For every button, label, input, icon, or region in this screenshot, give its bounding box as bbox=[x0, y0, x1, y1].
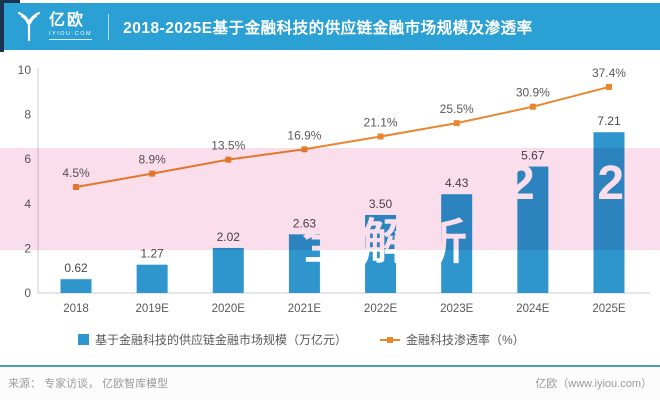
x-axis-label: 2024E bbox=[516, 303, 550, 315]
line-marker-2023E bbox=[453, 120, 460, 127]
screenshot-edge-top bbox=[0, 0, 20, 3]
logo-text: 亿欧 bbox=[49, 11, 86, 29]
line-value-label: 16.9% bbox=[287, 128, 321, 142]
bar-value-label: 0.62 bbox=[64, 261, 88, 275]
watermark-line2: 全解析 bbox=[303, 216, 478, 269]
bar-2018 bbox=[60, 279, 92, 293]
legend-bar-label: 基于金融科技的供应链金融市场规模（万亿元） bbox=[95, 333, 348, 347]
footer-divider bbox=[0, 365, 660, 367]
legend-item-penetration: 金融科技渗透率（%） bbox=[380, 331, 525, 348]
line-value-label: 13.5% bbox=[211, 139, 245, 153]
line-marker-2024E bbox=[529, 103, 536, 110]
x-axis-label: 2025E bbox=[592, 303, 626, 315]
legend-line-label: 金融科技渗透率（%） bbox=[406, 333, 525, 347]
x-axis-label: 2021E bbox=[288, 303, 322, 315]
legend-item-market-size: 基于金融科技的供应链金融市场规模（万亿元） bbox=[78, 331, 347, 348]
line-value-label: 8.9% bbox=[138, 153, 166, 167]
x-axis-label: 2018 bbox=[63, 303, 89, 315]
chart-title: 2018-2025E基于金融科技的供应链金融市场规模及渗透率 bbox=[123, 19, 533, 37]
x-axis-label: 2019E bbox=[136, 303, 170, 315]
bar-2019E bbox=[136, 264, 168, 293]
line-marker-2018 bbox=[73, 184, 79, 191]
line-marker-2022E bbox=[377, 133, 384, 140]
legend-line-swatch bbox=[380, 334, 400, 345]
bar-value-label: 1.27 bbox=[140, 247, 164, 261]
line-value-label: 25.5% bbox=[440, 102, 474, 116]
footer-bar: 来源： 专家访谈， 亿欧智库模型 亿欧（www.iyiou.com） bbox=[0, 367, 660, 400]
y-tick-label: 10 bbox=[18, 63, 32, 77]
bar-2020E bbox=[212, 247, 244, 293]
bar-value-label: 2.02 bbox=[217, 230, 241, 244]
header-bar: 亿欧 IYIOU·COM 2018-2025E基于金融科技的供应链金融市场规模及… bbox=[0, 3, 660, 50]
x-axis-label: 2023E bbox=[440, 303, 474, 315]
header-divider bbox=[108, 13, 110, 40]
screenshot-edge-left bbox=[0, 0, 4, 52]
iyiou-logo: 亿欧 IYIOU·COM bbox=[14, 11, 93, 43]
y-tick-label: 0 bbox=[24, 286, 31, 300]
x-axis-label: 2020E bbox=[212, 303, 246, 315]
y-tick-label: 2 bbox=[24, 241, 31, 255]
line-marker-2025E bbox=[605, 83, 612, 90]
line-marker-2019E bbox=[149, 170, 156, 177]
line-marker-2020E bbox=[225, 156, 232, 163]
line-marker-2021E bbox=[301, 146, 308, 153]
legend-bar-swatch bbox=[78, 334, 89, 345]
line-value-label: 37.4% bbox=[592, 66, 626, 80]
watermark-line1: 202 bbox=[508, 157, 643, 210]
source-note: 来源： 专家访谈， 亿欧智库模型 bbox=[8, 378, 169, 390]
credit-note: 亿欧（www.iyiou.com） bbox=[535, 378, 652, 390]
bar-value-label: 7.21 bbox=[597, 114, 621, 128]
x-axis-label: 2022E bbox=[364, 303, 398, 315]
y-tick-label: 6 bbox=[24, 152, 31, 166]
line-value-label: 30.9% bbox=[516, 86, 550, 100]
y-tick-label: 4 bbox=[24, 197, 31, 211]
line-value-label: 21.1% bbox=[364, 116, 398, 130]
iyiou-logo-icon bbox=[14, 11, 44, 43]
logo-subtext: IYIOU·COM bbox=[49, 31, 93, 41]
bar-value-label: 4.43 bbox=[445, 176, 469, 190]
y-tick-label: 8 bbox=[24, 108, 31, 122]
line-value-label: 4.5% bbox=[62, 166, 90, 180]
